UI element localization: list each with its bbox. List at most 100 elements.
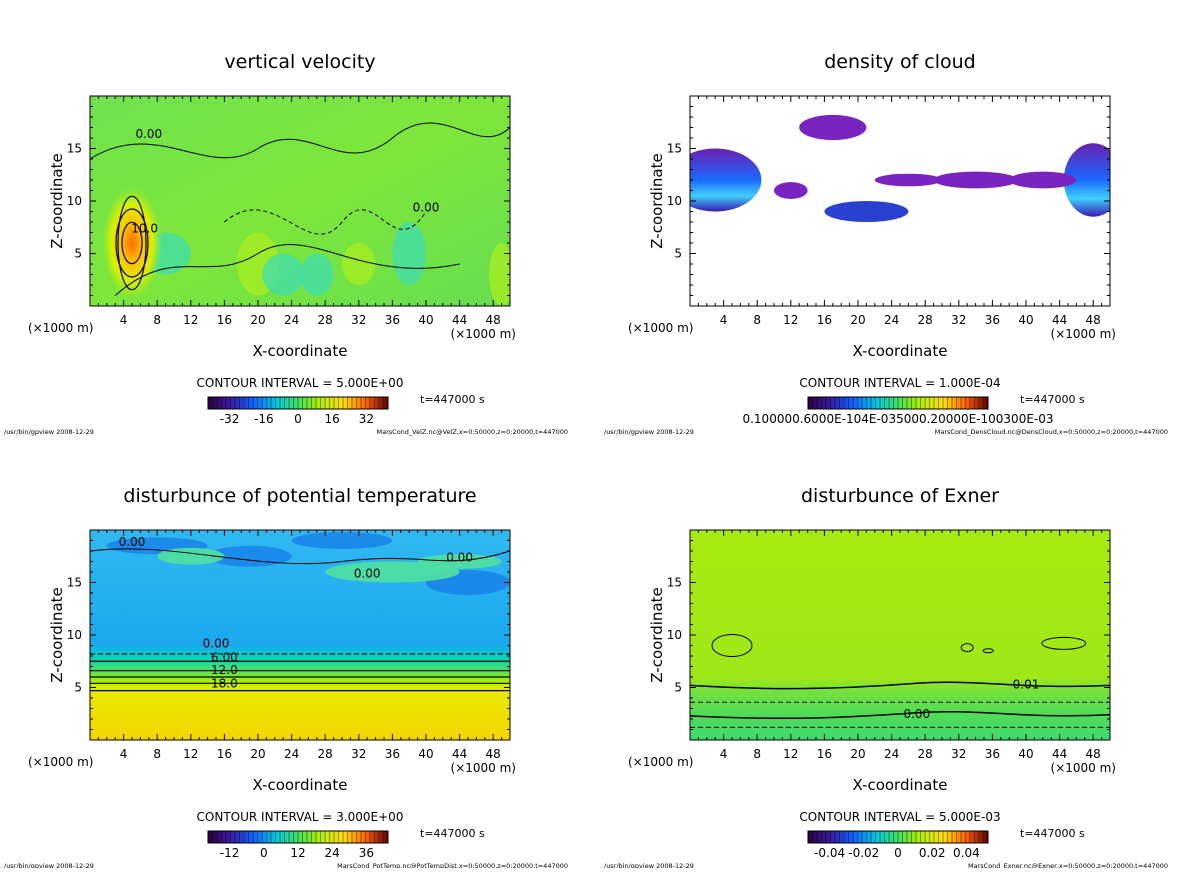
plot-area: [690, 96, 1110, 306]
contour-label: 0.00: [135, 127, 162, 141]
colorbar-tick-label: 24: [325, 846, 340, 860]
x-tick-label: 4: [720, 313, 728, 327]
x-tick-label: 36: [985, 313, 1000, 327]
y-tick-label: 15: [667, 576, 682, 590]
x-tick-label: 16: [817, 747, 832, 761]
field-blob: [300, 253, 334, 296]
contour-line: [1041, 636, 1087, 650]
y-axis-label: Z-coordinate: [48, 153, 66, 248]
x-tick-label: 28: [318, 747, 333, 761]
field-blob: [489, 243, 510, 306]
contour-label: 0.00: [119, 535, 146, 549]
colorbar-tick-label: -32: [220, 412, 240, 426]
chart-title: vertical velocity: [224, 51, 375, 73]
contour-label: 0.00: [446, 551, 473, 565]
plot-area: 10.0 0.00 0.00: [90, 96, 510, 306]
x-tick-label: 24: [884, 313, 899, 327]
footer-right: MarsCond_DensCloud.nc@DensCloud,x=0:5000…: [935, 428, 1168, 436]
cloud-blob: [1063, 143, 1110, 217]
x-tick-label: 8: [153, 747, 161, 761]
x-tick-label: 40: [418, 747, 433, 761]
footer-left: /usr/bin/gpview 2008-12-29: [4, 428, 94, 436]
x-unit-right: (×1000 m): [1051, 327, 1116, 341]
x-tick-label: 16: [217, 313, 232, 327]
colorbar-tick-label: 0.04: [953, 846, 980, 860]
colorbar-tick-label: -0.02: [848, 846, 879, 860]
field-background: [690, 96, 1110, 306]
footer-left: /usr/bin/gpview 2008-12-29: [604, 428, 694, 436]
contour-line: [690, 681, 1110, 690]
y-tick-label: 5: [674, 681, 682, 695]
contour-label: 0.01: [1013, 678, 1040, 692]
contour-label: 12.0: [211, 663, 238, 677]
x-tick-label: 16: [217, 747, 232, 761]
contour-interval: CONTOUR INTERVAL = 1.000E-04: [799, 376, 1000, 390]
y-tick-label: 15: [667, 142, 682, 156]
x-tick-label: 28: [918, 313, 933, 327]
x-tick-label: 24: [884, 747, 899, 761]
contour-interval: CONTOUR INTERVAL = 5.000E+00: [197, 376, 404, 390]
contour-label: 0.00: [203, 637, 230, 651]
contour-line: [90, 122, 510, 160]
x-unit-left: (×1000 m): [628, 755, 693, 769]
x-tick-label: 36: [385, 313, 400, 327]
x-tick-label: 8: [753, 747, 761, 761]
y-tick-label: 10: [67, 628, 82, 642]
x-tick-label: 24: [284, 747, 299, 761]
x-tick-label: 32: [951, 747, 966, 761]
x-tick-label: 48: [1086, 313, 1101, 327]
field-blob: [291, 532, 393, 549]
colorbar-tick-label: -12: [220, 846, 240, 860]
y-tick-label: 5: [74, 247, 82, 261]
chart-title: disturbunce of Exner: [801, 485, 999, 507]
contour-interval: CONTOUR INTERVAL = 3.000E+00: [197, 810, 404, 824]
x-unit-right: (×1000 m): [451, 761, 516, 775]
y-axis-label: Z-coordinate: [48, 587, 66, 682]
cloud-blob: [874, 173, 942, 187]
footer-left: /usr/bin/gpview 2008-12-29: [4, 862, 94, 868]
time-label: t=447000 s: [420, 827, 485, 840]
contour-line: [960, 643, 974, 653]
cloud-blob: [774, 182, 808, 199]
x-tick-label: 32: [351, 747, 366, 761]
x-tick-label: 20: [250, 313, 265, 327]
field-blob: [262, 253, 305, 296]
colorbar-tick-label: 36: [359, 846, 374, 860]
y-axis-label: Z-coordinate: [648, 587, 666, 682]
x-tick-label: 12: [183, 747, 198, 761]
contour-line: [224, 209, 427, 235]
x-axis-label: X-coordinate: [853, 342, 948, 360]
x-axis-label: X-coordinate: [853, 776, 948, 794]
x-tick-label: 28: [918, 747, 933, 761]
chart-title: density of cloud: [824, 51, 976, 73]
time-label: t=447000 s: [1020, 393, 1085, 406]
contour-line: [982, 648, 994, 654]
contour-line: [121, 221, 143, 265]
colorbar-tick-label: 0.100000.6000E-104E-035000.20000E-100300…: [742, 412, 1053, 426]
x-tick-label: 44: [1052, 313, 1067, 327]
footer-right: MarsCond_Exner.nc@Exner,x=0:50000,z=0:20…: [968, 862, 1168, 868]
cloud-blob: [933, 171, 1018, 189]
x-tick-label: 36: [985, 747, 1000, 761]
x-unit-right: (×1000 m): [1051, 761, 1116, 775]
x-tick-label: 48: [486, 747, 501, 761]
x-unit-left: (×1000 m): [28, 755, 93, 769]
x-tick-label: 44: [452, 747, 467, 761]
x-tick-label: 24: [284, 313, 299, 327]
contour-label: 0.00: [903, 707, 930, 721]
contour-line: [90, 548, 510, 565]
cloud-blob: [1009, 171, 1077, 189]
colorbar-tick-label: 32: [359, 412, 374, 426]
x-tick-label: 12: [783, 313, 798, 327]
colorbar-tick-label: -16: [254, 412, 274, 426]
x-tick-label: 44: [452, 313, 467, 327]
x-axis-label: X-coordinate: [253, 776, 348, 794]
x-unit-left: (×1000 m): [628, 321, 693, 335]
y-tick-label: 5: [74, 681, 82, 695]
x-tick-label: 20: [850, 313, 865, 327]
x-tick-label: 40: [1018, 747, 1033, 761]
x-tick-label: 32: [351, 313, 366, 327]
